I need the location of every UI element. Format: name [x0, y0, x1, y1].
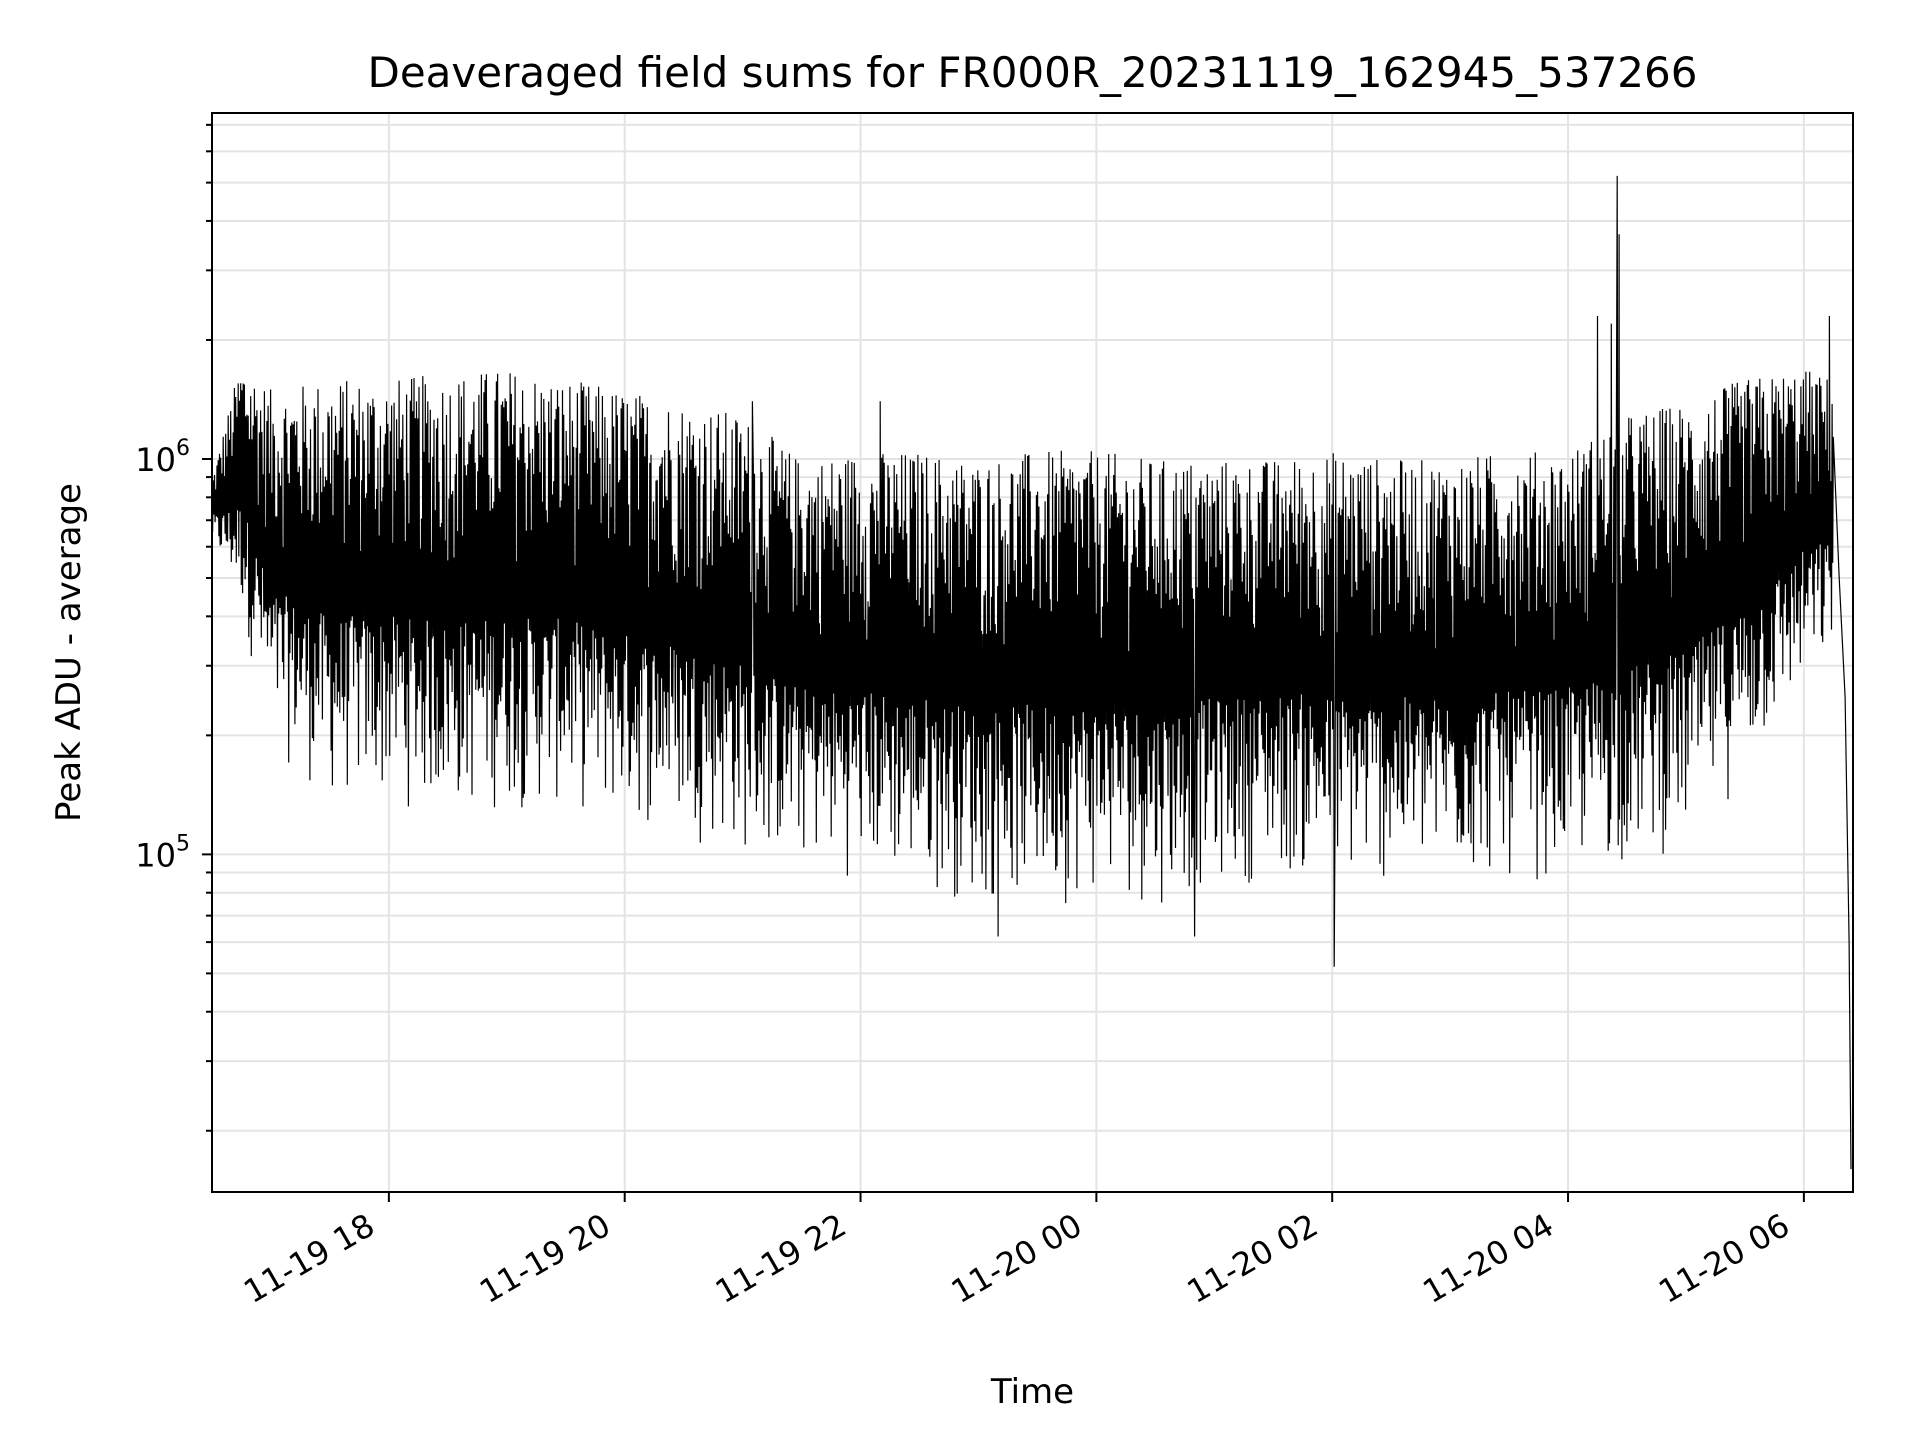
series-line: [211, 175, 1852, 1170]
axes-frame: [211, 112, 1854, 1193]
y-tick-label-exponent: 6: [176, 436, 190, 461]
series-path: [211, 175, 1852, 1170]
y-axis-label: Peak ADU - average: [49, 483, 89, 822]
chart-title: Deaveraged field sums for FR000R_2023111…: [368, 48, 1698, 97]
y-tick-label: 106: [135, 436, 190, 479]
x-axis-label: Time: [990, 1372, 1074, 1412]
y-tick-label-base: 10: [135, 441, 176, 479]
y-tick-label-base: 10: [135, 836, 176, 874]
y-tick-label-exponent: 5: [176, 831, 190, 856]
y-tick-label: 105: [135, 831, 190, 874]
